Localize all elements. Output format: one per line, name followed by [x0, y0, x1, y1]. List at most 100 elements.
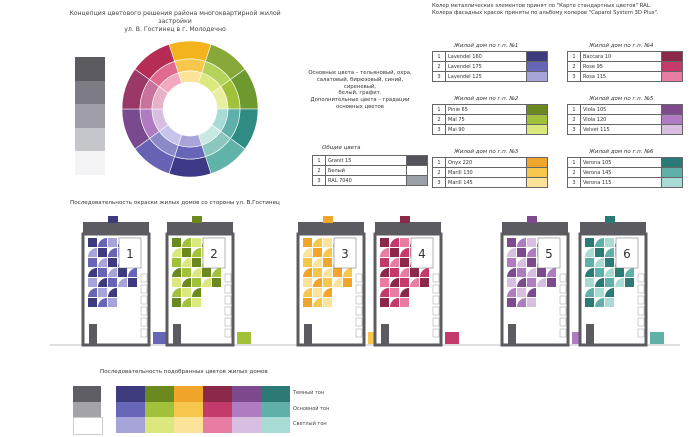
palette-heading: Жилой дом по г.п. №6: [589, 149, 654, 155]
decor-tile: [537, 268, 546, 277]
decor-tile: [98, 288, 107, 297]
side-block: [650, 332, 664, 344]
color-swatch: [526, 71, 548, 82]
palette-row: 3 Marill 145: [432, 177, 548, 188]
window: [140, 273, 148, 283]
decor-tile: [98, 268, 107, 277]
window: [355, 328, 363, 338]
decor-tile: [182, 278, 191, 287]
decor-tile: [182, 298, 191, 307]
window: [637, 306, 645, 316]
color-name: Verona 105: [580, 157, 662, 168]
roof-box: [192, 216, 202, 223]
legend-line1: Основные цвета – тельяновый, охра,: [308, 70, 412, 76]
decor-tile: [517, 248, 526, 257]
decor-tile: [192, 248, 201, 257]
wheel-segment: [168, 40, 212, 62]
palette-table: 1 Lavendel 160 2 Lavendel 175 3 Lavendel 125: [432, 51, 548, 82]
palette-row: 1 Verona 105: [567, 157, 683, 168]
building-number: 6: [623, 247, 631, 261]
window: [432, 295, 440, 305]
decor-tile: [303, 288, 312, 297]
color-name: RAL 7040: [325, 175, 407, 186]
decor-tile: [517, 288, 526, 297]
color-name: Lavendel 175: [445, 61, 527, 72]
decor-tile: [420, 278, 429, 287]
window: [637, 317, 645, 327]
decor-tile: [585, 298, 594, 307]
decor-tile: [323, 278, 332, 287]
decor-tile: [390, 268, 399, 277]
legend-line4: Дополнительные цвета – градации: [310, 97, 410, 104]
sequence-title: Последовательность окраски жилых домов с…: [70, 200, 280, 206]
decor-tile: [323, 268, 332, 277]
color-swatch: [406, 165, 428, 176]
decor-tile: [400, 268, 409, 277]
tone-gray: [73, 401, 101, 417]
color-swatch: [526, 177, 548, 188]
color-swatch: [661, 114, 683, 125]
color-swatch: [661, 51, 683, 62]
color-swatch: [661, 61, 683, 72]
decor-tile: [323, 288, 332, 297]
color-swatch: [406, 175, 428, 186]
decor-tile: [605, 248, 614, 257]
decor-tile: [380, 298, 389, 307]
decor-tile: [303, 268, 312, 277]
decor-tile: [303, 298, 312, 307]
row-number: 2: [312, 165, 326, 176]
color-swatch: [661, 104, 683, 115]
palette-row: 3 Verona 115: [567, 177, 683, 188]
color-name: Mai 75: [445, 114, 527, 125]
palette-row: 1 Granit 15: [312, 155, 428, 166]
window: [355, 317, 363, 327]
decor-tile: [333, 278, 342, 287]
color-swatch: [526, 167, 548, 178]
palette-row: 3 Velvet 115: [567, 124, 683, 135]
decor-tile: [343, 268, 352, 277]
decor-tile: [192, 298, 201, 307]
tone-swatch: [261, 386, 290, 402]
palette-table: 1 Onyx 220 2 Marill 130 3 Marill 145: [432, 157, 548, 188]
roof-box: [323, 216, 333, 223]
decor-tile: [88, 288, 97, 297]
decor-tile: [517, 298, 526, 307]
color-swatch: [661, 177, 683, 188]
decor-tile: [212, 278, 221, 287]
decor-tile: [517, 238, 526, 247]
decor-tile: [400, 278, 409, 287]
decor-tile: [192, 268, 201, 277]
roof-box: [108, 216, 118, 223]
wheel-segment: [168, 156, 212, 178]
palette-row: 1 Lavendel 160: [432, 51, 548, 62]
window: [559, 273, 567, 283]
decor-tile: [390, 248, 399, 257]
color-name: Rosa 115: [580, 71, 662, 82]
number-panel: [537, 237, 561, 269]
color-name: Viola 120: [580, 114, 662, 125]
color-name: Baccara 10: [580, 51, 662, 62]
decor-tile: [108, 248, 117, 257]
window: [637, 295, 645, 305]
decor-tile: [118, 278, 127, 287]
tone-label: Темный тон: [293, 390, 325, 396]
building-roof: [167, 222, 233, 234]
tone-swatch: [232, 386, 261, 402]
number-panel: [333, 237, 357, 269]
row-number: 2: [567, 114, 581, 125]
decor-tile: [88, 268, 97, 277]
decor-tile: [517, 258, 526, 267]
color-wheel: [121, 40, 259, 178]
number-panel: [118, 237, 142, 269]
decor-tile: [343, 278, 352, 287]
decor-tile: [585, 268, 594, 277]
side-block: [237, 332, 251, 344]
decor-tile: [595, 298, 604, 307]
decor-tile: [390, 258, 399, 267]
decor-tile: [507, 278, 516, 287]
color-swatch: [526, 104, 548, 115]
tone-swatch: [174, 386, 203, 402]
main-title: Концепция цветового решения района много…: [60, 10, 290, 34]
decor-tile: [507, 258, 516, 267]
decor-tile: [390, 288, 399, 297]
